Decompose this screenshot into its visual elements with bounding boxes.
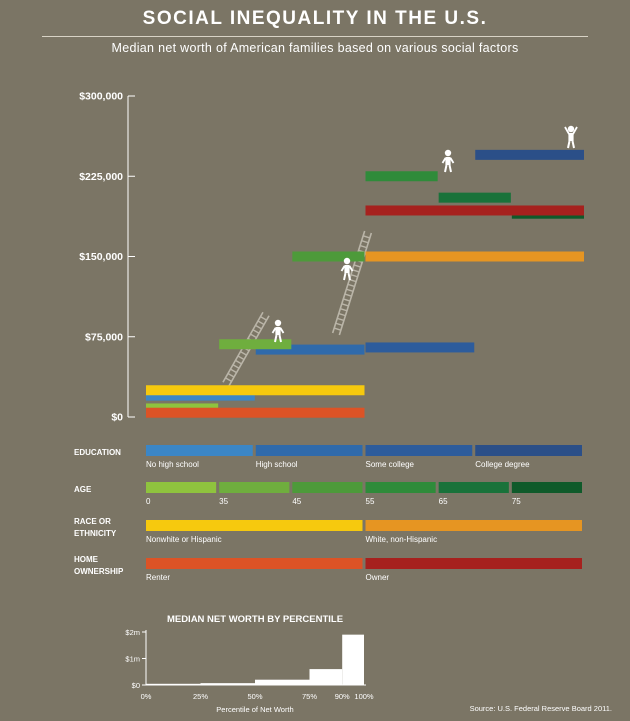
legend-swatch bbox=[511, 482, 582, 493]
legend-category-label: No high school bbox=[146, 460, 199, 469]
histogram-x-tick-label: 0% bbox=[141, 692, 152, 701]
bar-education-2 bbox=[365, 342, 475, 353]
histogram-bar-3 bbox=[309, 669, 343, 685]
legend-category-label: 55 bbox=[366, 497, 375, 506]
legend-category-label: Renter bbox=[146, 573, 170, 582]
legends: EDUCATION No high school High school Some c… bbox=[74, 445, 582, 582]
bar-age-2 bbox=[292, 251, 365, 262]
legend-swatch bbox=[365, 482, 436, 493]
bars bbox=[146, 149, 584, 418]
legend-category-label: 65 bbox=[439, 497, 448, 506]
figure-icon-2 bbox=[340, 257, 354, 281]
legend-swatch bbox=[146, 482, 217, 493]
legend-swatch bbox=[146, 445, 253, 456]
legend-swatch bbox=[365, 520, 582, 531]
source-note: Source: U.S. Federal Reserve Board 2011. bbox=[469, 704, 612, 713]
bar-race-or-ethnicity-0 bbox=[146, 385, 365, 396]
legend-group-label: AGE bbox=[74, 485, 92, 494]
histogram-bar-4 bbox=[342, 634, 364, 685]
legend-category-label: Owner bbox=[366, 573, 390, 582]
bar-home-ownership-1 bbox=[365, 205, 584, 216]
legend-swatch bbox=[292, 482, 363, 493]
histogram-x-tick-label: 25% bbox=[193, 692, 208, 701]
y-axis: $0 $75,000 $150,000 $225,000 $300,000 bbox=[79, 91, 135, 424]
figure-icon-4 bbox=[564, 125, 578, 149]
legend-swatch bbox=[365, 445, 473, 456]
bar-home-ownership-0 bbox=[146, 407, 365, 418]
y-tick-label: $0 bbox=[111, 412, 123, 424]
histogram-bar-1 bbox=[200, 683, 255, 685]
legend-group-label: RACE OR bbox=[74, 517, 111, 526]
legend-category-label: 35 bbox=[219, 497, 228, 506]
y-tick-label: $225,000 bbox=[79, 171, 123, 183]
legend-swatch bbox=[438, 482, 509, 493]
legend-group-label: OWNERSHIP bbox=[74, 567, 124, 576]
histogram-x-tick-label: 75% bbox=[302, 692, 317, 701]
histogram-bar-0 bbox=[146, 683, 201, 685]
histogram-x-label: Percentile of Net Worth bbox=[216, 705, 293, 714]
legend-category-label: College degree bbox=[475, 460, 530, 469]
bar-race-or-ethnicity-1 bbox=[365, 251, 584, 262]
legend-swatch bbox=[146, 520, 363, 531]
legend-category-label: Nonwhite or Hispanic bbox=[146, 535, 222, 544]
histogram-x-tick-label: 90% bbox=[335, 692, 350, 701]
legend-swatch bbox=[255, 445, 363, 456]
legend-category-label: White, non-Hispanic bbox=[366, 535, 438, 544]
y-tick-label: $150,000 bbox=[79, 251, 123, 263]
legend-swatch bbox=[146, 558, 363, 569]
ladder-2 bbox=[331, 230, 373, 336]
bar-age-1 bbox=[219, 339, 292, 350]
page-subtitle: Median net worth of American families ba… bbox=[111, 41, 519, 55]
legend-category-label: 45 bbox=[292, 497, 301, 506]
legend-group-label: EDUCATION bbox=[74, 448, 121, 457]
bar-education-1 bbox=[255, 344, 365, 355]
y-tick-label: $300,000 bbox=[79, 91, 123, 103]
bar-age-4 bbox=[438, 192, 511, 203]
legend-category-label: 75 bbox=[512, 497, 521, 506]
title-divider bbox=[42, 36, 588, 37]
histogram-x-tick-label: 100% bbox=[354, 692, 374, 701]
legend-category-label: Some college bbox=[366, 460, 415, 469]
histogram-y-tick-label: $2m bbox=[125, 628, 140, 637]
legend-group-label: ETHNICITY bbox=[74, 529, 117, 538]
histogram-title: MEDIAN NET WORTH BY PERCENTILE bbox=[167, 614, 343, 625]
legend-category-label: High school bbox=[256, 460, 298, 469]
y-tick-label: $75,000 bbox=[85, 331, 123, 343]
bar-education-0 bbox=[146, 390, 255, 401]
legend-category-label: 0 bbox=[146, 497, 151, 506]
figures bbox=[271, 125, 578, 343]
histogram-x-tick-label: 50% bbox=[247, 692, 262, 701]
page-title: SOCIAL INEQUALITY IN THE U.S. bbox=[142, 8, 488, 29]
percentile-histogram: MEDIAN NET WORTH BY PERCENTILE $0 $1m $2m 0%… bbox=[125, 614, 374, 714]
histogram-y-tick-label: $0 bbox=[132, 681, 140, 690]
figure-icon-1 bbox=[271, 319, 285, 343]
legend-swatch bbox=[365, 558, 582, 569]
histogram-y-tick-label: $1m bbox=[125, 655, 140, 664]
legend-swatch bbox=[475, 445, 582, 456]
legend-group-label: HOME bbox=[74, 555, 99, 564]
histogram-bar-2 bbox=[255, 679, 310, 685]
bar-age-3 bbox=[365, 171, 438, 182]
legend-swatch bbox=[219, 482, 290, 493]
bar-education-3 bbox=[475, 149, 584, 160]
figure-icon-3 bbox=[441, 149, 455, 173]
